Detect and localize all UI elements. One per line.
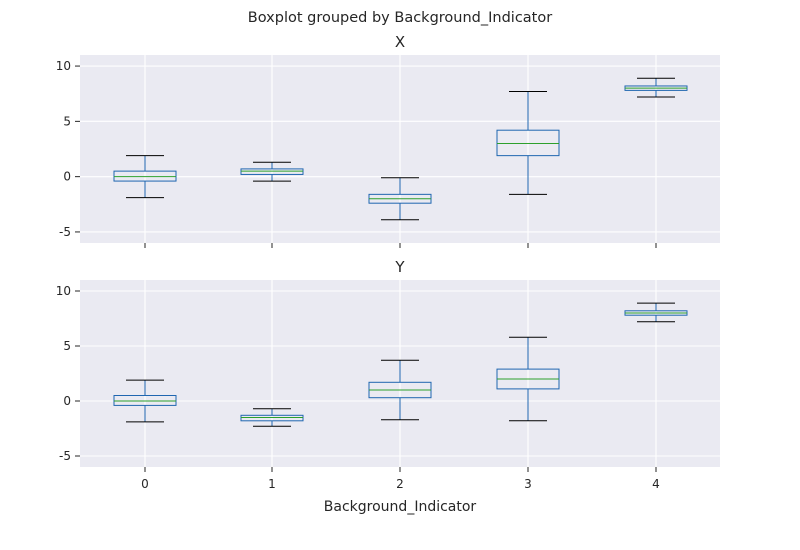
panel-y: -5 0 5 10 0 1 2 3 4 Y (56, 258, 720, 491)
box-3 (496, 90, 560, 195)
box-iqr (113, 170, 177, 182)
figure-suptitle: Boxplot grouped by Background_Indicator (248, 10, 552, 26)
x-tick-label: 2 (396, 477, 404, 491)
box-3 (496, 336, 560, 422)
box-2 (368, 177, 432, 221)
y-tick-label: 10 (56, 59, 71, 73)
y-tick-label: -5 (59, 449, 71, 463)
box-iqr (240, 168, 304, 175)
x-tick-label: 1 (268, 477, 276, 491)
box-0 (113, 155, 177, 199)
box-iqr (113, 395, 177, 406)
box-4 (624, 77, 688, 98)
panel-x: -5 0 5 10 X (56, 33, 720, 248)
y-tick-label: 0 (63, 394, 71, 408)
x-tick-label: 3 (524, 477, 532, 491)
box-2 (368, 359, 432, 421)
box-1 (240, 161, 304, 182)
y-tick-label: 5 (63, 339, 71, 353)
box-iqr (496, 129, 560, 157)
y-tick-label: 10 (56, 284, 71, 298)
panels: -5 0 5 10 X -5 0 5 10 0 1 2 3 4 Y (56, 33, 720, 491)
y-tick-label: 5 (63, 114, 71, 128)
x-tick-label: 0 (141, 477, 149, 491)
box-4 (624, 302, 688, 323)
y-tick-label: 0 (63, 170, 71, 184)
box-0 (113, 379, 177, 423)
panel-title: Y (394, 258, 405, 276)
x-axis-label: Background_Indicator (324, 499, 477, 515)
panel-title: X (395, 33, 405, 51)
box-1 (240, 408, 304, 427)
x-tick-label: 4 (652, 477, 660, 491)
box-iqr (240, 414, 304, 422)
y-tick-label: -5 (59, 225, 71, 239)
